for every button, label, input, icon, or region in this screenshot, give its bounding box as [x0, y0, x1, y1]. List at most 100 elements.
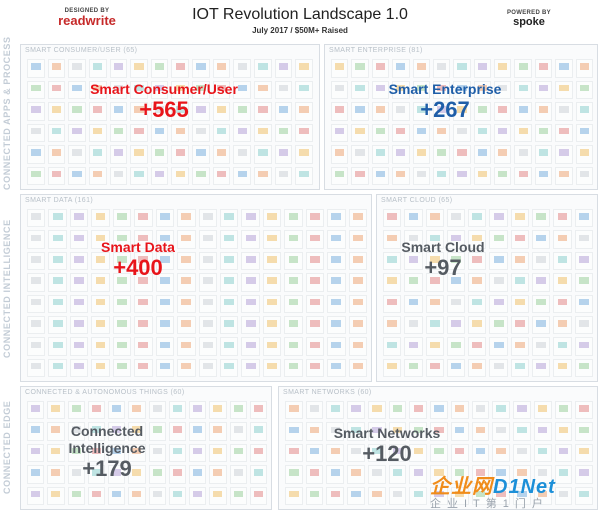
- section-name: Smart Networks: [333, 425, 441, 441]
- company-logo-tile: [69, 273, 89, 292]
- company-logo-tile: [326, 443, 345, 463]
- company-logo-tile: [112, 315, 132, 335]
- company-logo-tile: [112, 294, 132, 313]
- company-logo-tile: [88, 166, 107, 185]
- company-logo-tile: [392, 59, 410, 78]
- company-logo-tile: [109, 59, 128, 78]
- section-name: Smart Cloud: [401, 239, 485, 255]
- company-logo-tile: [128, 422, 146, 441]
- company-logo-tile: [425, 230, 444, 249]
- company-logo-tile: [327, 209, 346, 228]
- company-logo-tile: [554, 401, 573, 420]
- company-logo-tile: [27, 273, 46, 292]
- company-logo-tile: [27, 486, 45, 505]
- company-logo-tile: [192, 166, 210, 185]
- company-logo-tile: [367, 443, 386, 463]
- company-logo-tile: [473, 145, 492, 164]
- company-logo-tile: [48, 315, 67, 335]
- company-logo-tile: [489, 315, 508, 335]
- company-logo-tile: [88, 80, 107, 99]
- company-logo-tile: [229, 401, 247, 420]
- spoke-logo: POWERED BY spoke: [494, 10, 564, 28]
- company-logo-tile: [513, 401, 531, 420]
- company-logo-tile: [295, 145, 313, 164]
- label-smart-consumer: Smart Consumer/User +565: [79, 81, 249, 122]
- logo-grid-cloud: [383, 209, 593, 377]
- company-logo-tile: [489, 230, 508, 249]
- company-logo-tile: [409, 486, 428, 505]
- company-logo-tile: [409, 465, 428, 484]
- company-logo-tile: [68, 166, 86, 185]
- company-logo-tile: [453, 145, 471, 164]
- company-logo-tile: [87, 401, 105, 420]
- company-logo-tile: [274, 80, 293, 99]
- company-logo-tile: [88, 145, 107, 164]
- company-logo-tile: [212, 59, 231, 78]
- company-logo-tile: [233, 59, 252, 78]
- company-logo-tile: [510, 315, 530, 335]
- company-logo-tile: [446, 358, 466, 377]
- company-logo-tile: [27, 401, 45, 420]
- company-logo-tile: [348, 209, 367, 228]
- company-logo-tile: [532, 358, 551, 377]
- company-logo-tile: [404, 209, 423, 228]
- company-logo-tile: [468, 230, 487, 249]
- company-logo-tile: [392, 166, 410, 185]
- company-logo-tile: [514, 166, 532, 185]
- company-logo-tile: [510, 273, 530, 292]
- company-logo-tile: [241, 273, 260, 292]
- company-logo-tile: [177, 251, 196, 271]
- company-logo-tile: [274, 59, 293, 78]
- company-logo-tile: [219, 251, 239, 271]
- company-logo-tile: [494, 123, 512, 142]
- company-logo-tile: [450, 465, 469, 484]
- company-logo-tile: [425, 358, 444, 377]
- company-logo-tile: [171, 102, 190, 121]
- company-logo-tile: [229, 422, 247, 441]
- company-logo-tile: [534, 59, 553, 78]
- company-logo-tile: [192, 123, 210, 142]
- company-logo-tile: [425, 337, 444, 356]
- company-logo-tile: [471, 443, 490, 463]
- watermark-main-a: 企业网: [430, 476, 493, 498]
- company-logo-tile: [177, 358, 196, 377]
- company-logo-tile: [155, 209, 175, 228]
- company-logo-tile: [492, 486, 511, 505]
- company-logo-tile: [48, 337, 67, 356]
- company-logo-tile: [392, 123, 410, 142]
- company-logo-tile: [514, 80, 532, 99]
- company-logo-tile: [430, 422, 448, 441]
- company-logo-tile: [383, 230, 402, 249]
- company-logo-tile: [168, 401, 186, 420]
- company-logo-tile: [27, 59, 45, 78]
- company-logo-tile: [108, 422, 126, 441]
- company-logo-tile: [233, 102, 252, 121]
- company-logo-tile: [262, 315, 282, 335]
- company-logo-tile: [532, 273, 551, 292]
- company-logo-tile: [155, 273, 175, 292]
- company-logo-tile: [128, 401, 146, 420]
- company-logo-tile: [47, 80, 66, 99]
- section-count: +120: [362, 441, 412, 466]
- company-logo-tile: [371, 80, 390, 99]
- panel-title-networks: SMART NETWORKS (60): [283, 389, 372, 396]
- company-logo-tile: [48, 251, 67, 271]
- company-logo-tile: [367, 486, 386, 505]
- company-logo-tile: [284, 230, 303, 249]
- watermark-main: 企业网D1Net: [430, 476, 598, 498]
- company-logo-tile: [412, 123, 430, 142]
- company-logo-tile: [219, 337, 239, 356]
- company-logo-tile: [305, 294, 325, 313]
- company-logo-tile: [177, 315, 196, 335]
- company-logo-tile: [513, 443, 531, 463]
- company-logo-tile: [553, 251, 572, 271]
- company-logo-tile: [233, 166, 252, 185]
- company-logo-tile: [553, 315, 572, 335]
- company-logo-tile: [198, 251, 217, 271]
- company-logo-tile: [383, 251, 402, 271]
- company-logo-tile: [262, 358, 282, 377]
- company-logo-tile: [155, 315, 175, 335]
- company-logo-tile: [404, 273, 423, 292]
- company-logo-tile: [27, 209, 46, 228]
- company-logo-tile: [412, 59, 430, 78]
